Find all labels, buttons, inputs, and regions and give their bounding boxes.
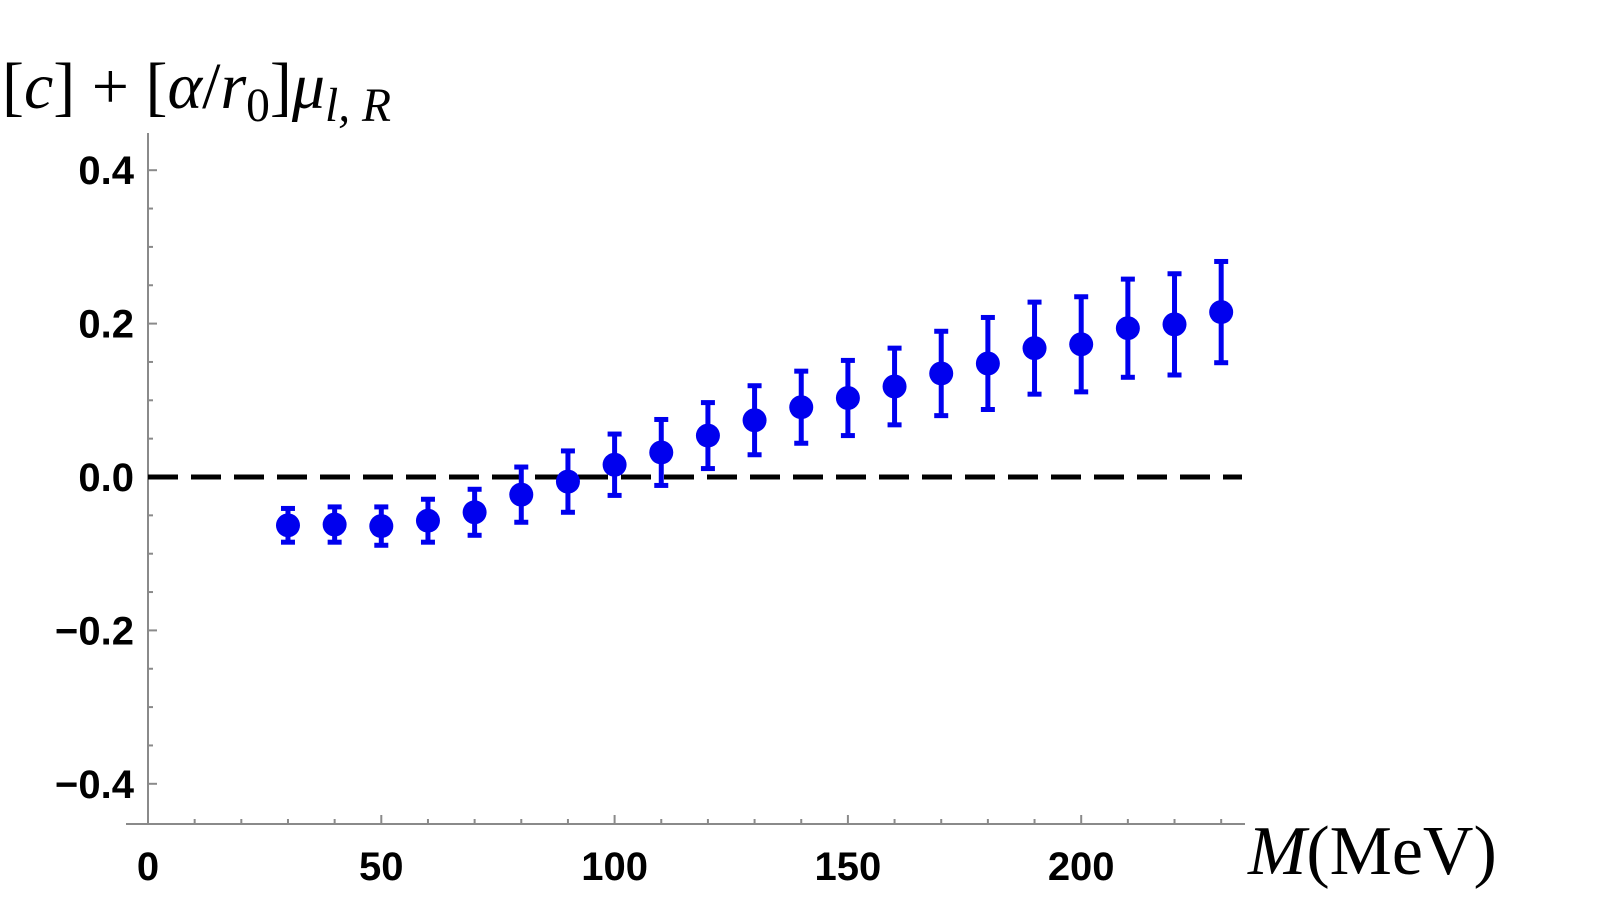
axes: 0.4 0.2 0.0 −0.2 −0.40 50 100 150 200 [55,133,1245,889]
data-point [929,328,954,419]
x-tick-label: 50 [359,845,404,889]
data-marker [462,500,487,525]
data-marker [789,395,814,420]
data-marker [415,508,440,533]
data-point [275,505,300,545]
series-group [275,258,1234,548]
data-point [462,486,487,538]
label-part: 0 [246,80,270,132]
data-point [509,464,534,525]
data-marker [555,469,580,494]
data-point [649,416,674,488]
data-point [322,504,347,545]
label-part: l, R [325,80,391,132]
x-tick-label: 100 [581,845,648,889]
data-point [835,357,860,439]
data-marker [742,408,767,433]
data-point [975,314,1000,413]
data-point [882,345,907,428]
x-axis-label: M(MeV) [1247,813,1497,890]
data-marker [929,361,954,386]
label-part: / [202,50,221,123]
data-point [602,431,627,498]
y-tick-label: −0.4 [55,763,135,807]
data-marker [882,374,907,399]
data-point [695,400,720,472]
data-point [789,368,814,446]
y-tick-label: 0.0 [78,456,134,500]
data-marker [1162,312,1187,337]
data-point [415,496,440,545]
label-part: α [167,50,203,123]
data-marker [1209,300,1234,325]
data-marker [369,514,394,539]
data-point [369,504,394,548]
y-tick-label: 0.4 [78,149,134,193]
data-marker [695,423,720,448]
data-point [1162,271,1187,378]
data-point [555,448,580,515]
label-part: μ [291,50,325,123]
data-marker [322,512,347,537]
data-marker [602,452,627,477]
label-part: (MeV) [1306,813,1496,890]
data-point [1022,299,1047,397]
data-marker [1115,316,1140,341]
data-marker [649,440,674,465]
data-marker [1069,332,1094,357]
label-part: ] + [ [53,50,167,123]
data-marker [509,482,534,507]
x-tick-label: 200 [1048,845,1115,889]
label-part: M [1247,813,1310,890]
label-part: [ [2,50,24,123]
x-tick-label: 0 [137,845,159,889]
label-part: ] [270,50,292,123]
y-axis-label: [c] + [α/r0]μl, R [2,50,391,132]
data-point [742,383,767,458]
data-point [1209,258,1234,366]
data-marker [275,513,300,538]
data-marker [1022,336,1047,361]
data-marker [975,351,1000,376]
label-part: c [24,50,53,123]
y-tick-label: 0.2 [78,303,134,347]
data-marker [835,385,860,410]
data-point [1069,294,1094,395]
data-point [1115,276,1140,380]
x-tick-label: 150 [815,845,882,889]
y-tick-label: −0.2 [55,609,134,653]
label-part: r [220,50,246,123]
